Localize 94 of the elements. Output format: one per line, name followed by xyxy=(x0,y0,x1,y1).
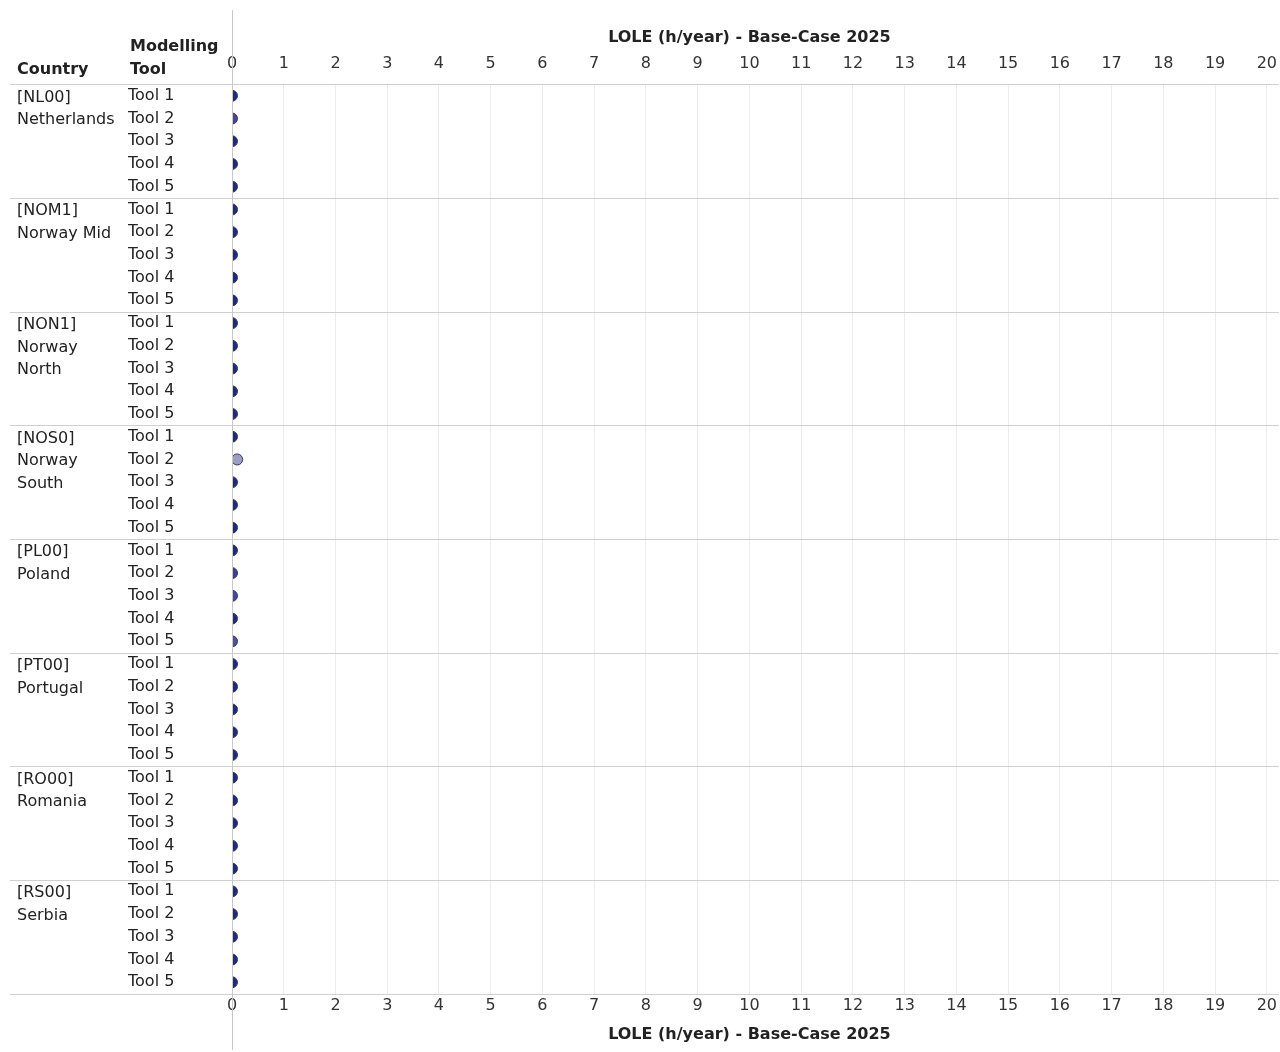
text: [NOM1] Norway Mid xyxy=(17,200,112,243)
y-tick-label: Tool 5 xyxy=(127,516,175,536)
y-tick-label: Tool 3 xyxy=(127,584,175,604)
x-tick-label: 7 xyxy=(589,995,600,1015)
y-tick-label: Tool 2 xyxy=(127,107,175,127)
x2-tick-label: 2 xyxy=(330,52,341,72)
y-tick-label: Tool 1 xyxy=(127,425,175,445)
y-tick-label: Tool 1 xyxy=(127,880,175,900)
x2-tick-label: 0 xyxy=(226,52,238,72)
x2-tick-label: 8 xyxy=(640,52,652,72)
y-tick-label: Tool 3 xyxy=(127,925,175,945)
x2-tick-label: 15 xyxy=(997,52,1019,72)
x-tick-label: 16 xyxy=(1049,995,1071,1015)
x2-tick-label: 12 xyxy=(842,52,864,72)
x-tick-label: 15 xyxy=(997,995,1019,1015)
x-tick-label: 6 xyxy=(537,995,548,1015)
y-tick-label: Tool 4 xyxy=(127,266,175,286)
y-tick-label: Tool 3 xyxy=(127,357,175,377)
y-tick-label: Tool 1 xyxy=(127,539,175,559)
y-tick-label: Tool 3 xyxy=(127,244,175,264)
x2-tick-label: 3 xyxy=(382,52,393,72)
x2-tick-label: 7 xyxy=(589,52,600,72)
x-axis-title: LOLE (h/year) - Base-Case 2025 xyxy=(608,1023,891,1043)
x-tick-label: 0 xyxy=(226,995,238,1015)
y-tick-label: Tool 4 xyxy=(127,153,175,173)
x-tick-label: 12 xyxy=(842,995,864,1015)
x2-tick-label: 17 xyxy=(1101,52,1122,72)
text: [NL00] Netherlands xyxy=(17,86,115,129)
y-tick-label: Tool 2 xyxy=(127,675,175,695)
text: [PL00] Poland xyxy=(17,541,71,583)
y-tick-label: Tool 4 xyxy=(127,721,175,741)
y-tick-label: Tool 2 xyxy=(127,562,175,582)
y-tick-label: Tool 4 xyxy=(127,380,175,400)
text: [RO00] Romania xyxy=(17,768,87,811)
y-tick-label: Tool 5 xyxy=(127,857,175,877)
y-tick-label: Tool 3 xyxy=(127,471,175,491)
x2-tick-label: 10 xyxy=(739,52,760,72)
x-tick-label: 5 xyxy=(485,995,496,1015)
x2-tick-label: 14 xyxy=(946,52,967,72)
y-tick-label: Tool 5 xyxy=(127,175,175,195)
y-tick-label: Tool 2 xyxy=(127,789,175,809)
text: [RS00] Serbia xyxy=(17,882,72,924)
y-tick-label: Tool 1 xyxy=(127,198,175,218)
text: [PT00] Portugal xyxy=(17,655,84,697)
x-tick-label: 14 xyxy=(946,995,967,1015)
x2-tick-label: 16 xyxy=(1049,52,1071,72)
x2-tick-label: 6 xyxy=(537,52,548,72)
x-tick-label: 2 xyxy=(330,995,341,1015)
y-tick-label: Tool 5 xyxy=(127,744,175,764)
y-tick-label: Tool 1 xyxy=(127,312,175,332)
x-tick-label: 13 xyxy=(894,995,915,1015)
x-tick-label: 4 xyxy=(433,995,445,1015)
x-tick-label: 3 xyxy=(382,995,393,1015)
x-tick-label: 1 xyxy=(278,995,289,1015)
x2-axis-title: LOLE (h/year) - Base-Case 2025 xyxy=(608,26,891,46)
y-tick-label: Tool 5 xyxy=(127,403,175,423)
y-tick-label: Tool 4 xyxy=(127,835,175,855)
y-tick-label: Tool 3 xyxy=(127,130,175,150)
y-tick-label: Tool 2 xyxy=(127,221,175,241)
y-tick-label: Tool 5 xyxy=(127,289,175,309)
x-tick-label: 10 xyxy=(739,995,760,1015)
y-tick-label: Tool 5 xyxy=(127,630,175,650)
text: [NON1] Norway North xyxy=(17,314,78,379)
y-tick-label: Tool 1 xyxy=(127,766,175,786)
x2-tick-label: 5 xyxy=(485,52,496,72)
x2-tick-label: 4 xyxy=(433,52,445,72)
y-tick-label: Tool 1 xyxy=(127,653,175,673)
y-tick-label: Tool 3 xyxy=(127,698,175,718)
x2-tick-label: 13 xyxy=(894,52,915,72)
text: Country xyxy=(17,59,90,79)
y-tick-label: Tool 4 xyxy=(127,607,175,627)
text: [NOS0] Norway South xyxy=(17,427,78,492)
y-tick-label: Tool 3 xyxy=(127,812,175,832)
y-tick-label: Tool 5 xyxy=(127,971,175,991)
x-tick-label: 17 xyxy=(1101,995,1122,1015)
y-tick-label: Tool 1 xyxy=(127,84,175,104)
x2-tick-label: 18 xyxy=(1153,52,1174,72)
x2-tick-label: 1 xyxy=(278,52,289,72)
y-tick-label: Tool 4 xyxy=(127,948,175,968)
x-tick-label: 18 xyxy=(1153,995,1174,1015)
y-tick-label: Tool 2 xyxy=(127,334,175,354)
y-tick-label: Tool 4 xyxy=(127,494,175,514)
x2-tick-label: 20 xyxy=(1256,52,1277,72)
x-tick-label: 8 xyxy=(640,995,652,1015)
x2-tick-label: 9 xyxy=(692,52,703,72)
x2-tick-label: 19 xyxy=(1204,52,1226,72)
x-tick-label: 19 xyxy=(1204,995,1226,1015)
y-axis-title: Modelling Tool xyxy=(130,36,219,79)
x-tick-label: 11 xyxy=(790,995,812,1015)
y-tick-label: Tool 2 xyxy=(127,448,175,468)
x-tick-label: 20 xyxy=(1256,995,1277,1015)
x-tick-label: 9 xyxy=(692,995,703,1015)
x2-tick-label: 11 xyxy=(790,52,812,72)
y-tick-label: Tool 2 xyxy=(127,903,175,923)
